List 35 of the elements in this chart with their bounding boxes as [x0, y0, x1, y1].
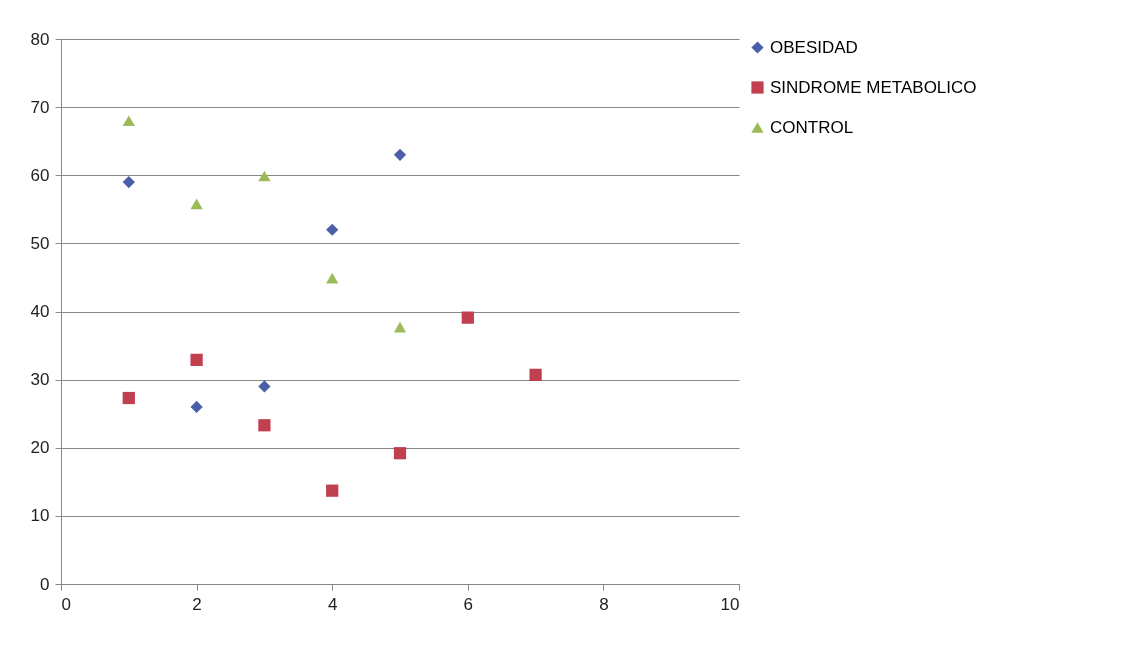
point	[393, 321, 407, 333]
point	[122, 175, 135, 189]
point	[326, 484, 339, 497]
x-tick-label: 6	[463, 594, 474, 614]
x-tick-label: 10	[720, 594, 740, 614]
y-tick-label: 70	[30, 97, 50, 117]
y-tick-label: 60	[30, 165, 50, 185]
legend-label: SINDROME METABOLICO	[770, 77, 977, 97]
y-tick-label: 20	[30, 438, 50, 458]
y-tick-label: 30	[30, 370, 50, 390]
y-tick-label: 50	[30, 233, 50, 253]
point	[258, 170, 271, 182]
y-tick-label: 10	[30, 506, 50, 526]
legend-label: CONTROL	[770, 117, 854, 137]
point	[393, 148, 407, 161]
y-tick-label: 0	[40, 574, 50, 594]
point	[122, 115, 135, 127]
point	[190, 353, 203, 366]
point	[258, 380, 271, 393]
point	[258, 419, 271, 432]
legend-label: OBESIDAD	[770, 37, 858, 57]
point	[326, 223, 339, 236]
point	[326, 272, 339, 284]
point	[393, 447, 407, 460]
point	[190, 400, 203, 413]
point	[190, 198, 203, 210]
point	[461, 311, 474, 324]
x-tick-label: 0	[61, 594, 71, 614]
y-tick-label: 80	[30, 29, 50, 49]
y-tick-label: 40	[30, 302, 50, 321]
point	[122, 391, 135, 405]
x-tick-label: 2	[192, 594, 202, 614]
point	[529, 368, 542, 381]
x-tick-label: 8	[599, 594, 609, 614]
x-tick-label: 4	[327, 594, 338, 614]
